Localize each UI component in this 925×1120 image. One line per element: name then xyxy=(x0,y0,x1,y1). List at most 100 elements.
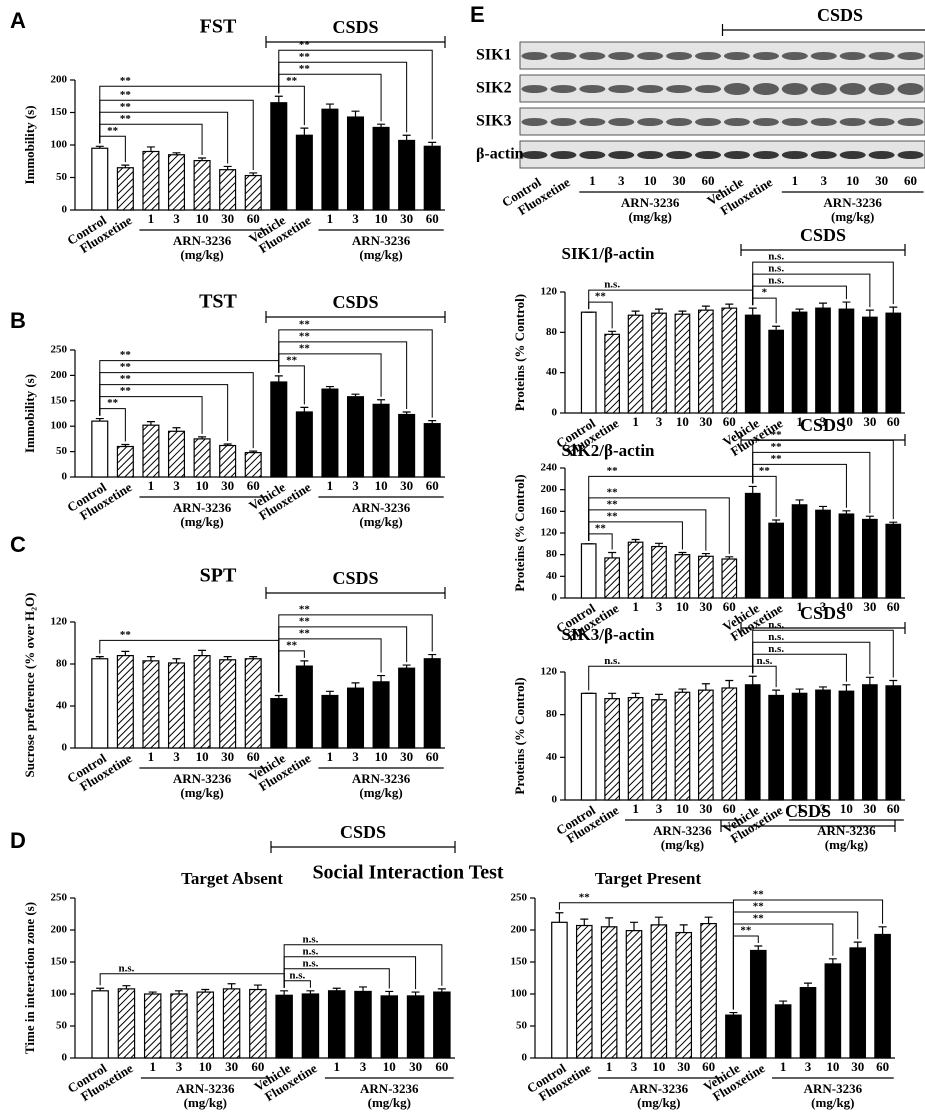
error-bar xyxy=(198,650,206,655)
y-tick-label: 80 xyxy=(56,658,68,670)
error-bar xyxy=(842,685,850,691)
error-bar xyxy=(854,942,862,948)
y-tick-label: 200 xyxy=(51,369,68,381)
comparison-label: ** xyxy=(595,522,607,534)
bar xyxy=(296,135,312,210)
y-tick-label: 40 xyxy=(546,570,558,582)
blot-band xyxy=(753,83,779,95)
y-tick-label: 50 xyxy=(516,1020,528,1032)
panel-letter: C xyxy=(10,532,26,557)
error-bar xyxy=(702,684,710,690)
error-bar xyxy=(359,987,367,991)
error-bar xyxy=(725,681,733,688)
blot-label: SIK2 xyxy=(476,80,512,97)
error-bar xyxy=(749,486,757,493)
blot-band xyxy=(550,52,576,60)
bar xyxy=(628,542,643,598)
bar xyxy=(118,989,134,1058)
comparison-label: n.s. xyxy=(302,933,318,945)
x-tick-label: 60 xyxy=(904,173,917,188)
y-axis-label: Proteins (% Control) xyxy=(512,474,527,591)
x-tick-label: 3 xyxy=(656,599,663,614)
group-unit: (mg/kg) xyxy=(831,209,874,224)
blot-band xyxy=(550,151,576,159)
blot-band xyxy=(608,151,634,159)
y-tick-label: 150 xyxy=(51,394,68,406)
comparison-label: n.s. xyxy=(768,643,784,655)
bar xyxy=(676,933,691,1058)
bar xyxy=(886,524,901,598)
x-tick-label: 30 xyxy=(221,211,234,226)
y-tick-label: 200 xyxy=(51,74,68,86)
bar xyxy=(605,334,620,413)
comparison-label: ** xyxy=(120,385,132,397)
group-unit: (mg/kg) xyxy=(184,1095,227,1110)
bar xyxy=(171,994,187,1058)
bar xyxy=(399,668,415,748)
x-tick-label: 3 xyxy=(352,749,359,764)
x-tick-label: 60 xyxy=(702,1059,715,1074)
blot-band xyxy=(666,52,692,60)
y-tick-label: 50 xyxy=(56,1020,68,1032)
x-tick-label: 3 xyxy=(173,478,180,493)
x-tick-label: 10 xyxy=(196,211,209,226)
x-tick-label: 30 xyxy=(225,1059,238,1074)
blot-label: β-actin xyxy=(476,146,524,163)
x-tick-label: 1 xyxy=(148,478,155,493)
bar xyxy=(220,660,236,748)
bar xyxy=(355,991,371,1058)
bar xyxy=(886,686,901,800)
y-tick-label: 100 xyxy=(51,988,68,1000)
blot-band xyxy=(811,118,837,126)
blot-band xyxy=(637,52,663,60)
comparison-label: ** xyxy=(607,498,619,510)
bar xyxy=(223,989,239,1058)
comparison-label: ** xyxy=(753,901,765,913)
blot-band xyxy=(637,151,663,159)
comparison-label: ** xyxy=(759,465,771,477)
comparison-bracket xyxy=(733,924,832,1010)
group-unit: (mg/kg) xyxy=(359,247,402,262)
blot-band xyxy=(840,118,866,126)
blot-band xyxy=(782,118,808,126)
comparison-label: ** xyxy=(607,465,619,477)
comparison-label: ** xyxy=(740,925,752,937)
comparison-label: n.s. xyxy=(756,655,772,667)
y-axis-label: Sucrose preference (% over H₂O) xyxy=(22,593,37,778)
x-tick-label: 60 xyxy=(702,173,715,188)
error-bar xyxy=(326,104,334,109)
group-unit: (mg/kg) xyxy=(180,514,223,529)
bar xyxy=(745,315,760,413)
blot-band xyxy=(579,52,605,60)
error-bar xyxy=(121,651,129,655)
comparison-label: ** xyxy=(299,615,311,627)
y-tick-label: 120 xyxy=(51,616,68,628)
comparison-label: ** xyxy=(120,349,132,361)
group-unit: (mg/kg) xyxy=(180,247,223,262)
x-tick-label: 10 xyxy=(840,801,853,816)
bar xyxy=(322,696,338,749)
comparison-label: n.s. xyxy=(289,969,305,981)
bar xyxy=(399,140,415,210)
group-label: ARN-3236 xyxy=(352,500,411,515)
bar xyxy=(699,690,714,800)
y-tick-label: 240 xyxy=(541,462,558,474)
comparison-label: n.s. xyxy=(768,251,784,263)
x-tick-label: 3 xyxy=(821,173,828,188)
group-unit: (mg/kg) xyxy=(661,837,704,852)
bar xyxy=(220,446,236,477)
x-tick-label: 30 xyxy=(400,478,413,493)
error-bar xyxy=(377,400,385,405)
bar xyxy=(651,925,666,1058)
error-bar xyxy=(655,694,663,699)
bar xyxy=(745,493,760,598)
blot-band xyxy=(550,118,576,126)
panel-letter: A xyxy=(10,8,26,33)
y-tick-label: 40 xyxy=(546,366,558,378)
x-tick-label: 3 xyxy=(173,749,180,764)
blot-band xyxy=(579,118,605,126)
bar xyxy=(863,317,878,413)
bar xyxy=(825,964,840,1058)
bar xyxy=(628,315,643,413)
blot-band xyxy=(695,151,721,159)
